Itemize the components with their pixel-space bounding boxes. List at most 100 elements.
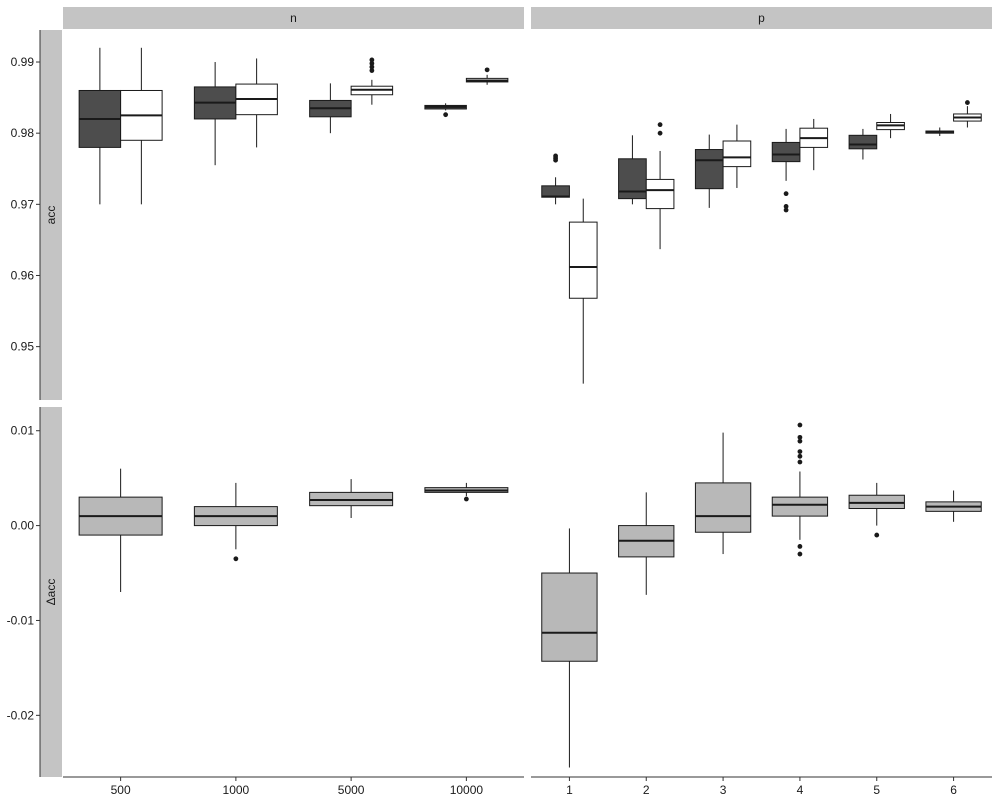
x-tick-label: 5 [873, 783, 880, 797]
column-strips: n p [63, 7, 992, 29]
x-tick-label: 500 [111, 783, 131, 797]
x-tick-label: 10000 [450, 783, 484, 797]
box-diff-5 [848, 482, 905, 538]
strip-delta-acc-label: Δacc [44, 579, 58, 606]
box-iqr [694, 149, 724, 190]
outlier-point [443, 112, 449, 118]
y-tick-label: 0.97 [11, 197, 35, 211]
box-iqr [618, 158, 647, 200]
outlier-point [463, 496, 469, 502]
strip-n-label: n [290, 11, 297, 25]
box-dark-500 [78, 47, 122, 205]
box-dark-5000 [309, 83, 352, 134]
box-diff-1000 [193, 482, 278, 562]
box-diff-500 [78, 468, 163, 592]
outlier-point [797, 438, 803, 444]
box-dark-5 [848, 128, 878, 160]
strip-n-background [63, 7, 524, 29]
outlier-point [484, 67, 490, 73]
box-iqr [771, 496, 829, 517]
box-iqr [694, 482, 752, 533]
box-iqr [645, 178, 675, 210]
y-tick-label: -0.02 [7, 708, 35, 722]
x-tick-label: 1000 [223, 783, 250, 797]
y-tick-label: 0.99 [11, 55, 35, 69]
strip-delta-acc-background [40, 407, 62, 777]
box-light-2 [645, 122, 675, 250]
outlier-point [797, 422, 803, 428]
outlier-point [369, 57, 375, 63]
y-tick-label: 0.98 [11, 126, 35, 140]
outlier-point [657, 130, 663, 136]
x-tick-label: 1 [566, 783, 573, 797]
outlier-point [783, 191, 789, 197]
box-dark-4 [771, 128, 801, 213]
box-iqr [541, 572, 598, 662]
outlier-point [369, 61, 375, 66]
x-tick-label: 6 [950, 783, 957, 797]
box-light-6 [953, 100, 982, 128]
panel-p-acc [541, 100, 982, 384]
box-light-500 [120, 47, 163, 205]
row-strips: acc Δacc [40, 30, 62, 777]
x-tick-label: 4 [797, 783, 804, 797]
outlier-point [797, 449, 803, 454]
box-light-10000 [465, 67, 509, 85]
box-dark-1 [541, 153, 570, 205]
box-dark-3 [694, 134, 724, 208]
box-dark-6 [925, 127, 955, 137]
box-diff-10000 [424, 482, 509, 502]
y-tick-label: 0.00 [11, 519, 35, 533]
box-dark-1000 [193, 62, 237, 166]
outlier-point [783, 207, 789, 213]
box-light-5000 [350, 57, 394, 105]
outlier-point [797, 544, 803, 549]
box-iqr [771, 141, 801, 163]
outlier-point [965, 100, 970, 105]
box-diff-1 [541, 528, 598, 768]
panel-n-acc [78, 47, 509, 205]
outlier-point [797, 551, 803, 557]
box-iqr [848, 134, 878, 150]
box-light-1000 [235, 58, 278, 148]
outlier-point [797, 453, 803, 459]
outlier-point [369, 64, 375, 70]
axes-layer: 0.95 0.96 0.97 0.98 0.99 -0.02 -0.01 0.00 0.01 50… [7, 30, 992, 797]
panel-p-delta-acc [541, 422, 982, 768]
outlier-point [797, 434, 803, 440]
box-diff-4 [771, 422, 829, 557]
x-tick-label: 5000 [338, 783, 365, 797]
box-diff-5000 [309, 479, 394, 518]
strip-acc-background [40, 30, 62, 400]
outlier-point [553, 153, 558, 159]
box-iqr [722, 140, 752, 168]
x-tick-label: 2 [643, 783, 650, 797]
box-light-3 [722, 124, 752, 188]
outlier-point [874, 532, 880, 538]
y-tick-label: 0.96 [11, 268, 35, 282]
y-tick-label: 0.95 [11, 340, 35, 354]
box-light-1 [568, 198, 598, 384]
box-light-4 [799, 118, 829, 171]
outlier-point [369, 68, 375, 73]
y-tick-label: -0.01 [7, 613, 35, 627]
box-dark-10000 [424, 103, 467, 118]
box-dark-2 [618, 135, 647, 205]
panel-n-delta-acc [78, 468, 509, 592]
box-light-5 [876, 113, 905, 139]
strip-p-background [531, 7, 992, 29]
panels-layer [78, 47, 982, 768]
box-iqr [568, 221, 598, 299]
box-diff-3 [694, 432, 752, 555]
outlier-point [233, 556, 239, 562]
strip-acc-label: acc [44, 206, 58, 225]
x-tick-label: 3 [720, 783, 727, 797]
outlier-point [783, 204, 789, 209]
box-diff-2 [618, 492, 675, 595]
outlier-point [657, 122, 663, 128]
y-tick-label: 0.01 [11, 424, 35, 438]
strip-p-label: p [758, 11, 765, 25]
box-diff-6 [925, 490, 982, 522]
